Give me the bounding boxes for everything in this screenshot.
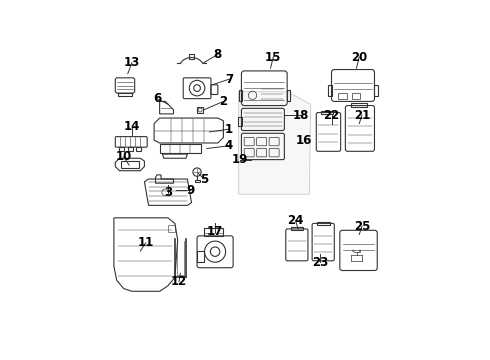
Text: 5: 5 bbox=[200, 172, 208, 185]
Text: 24: 24 bbox=[287, 214, 304, 227]
Polygon shape bbox=[239, 92, 311, 194]
Text: 25: 25 bbox=[354, 220, 370, 233]
Text: 19: 19 bbox=[232, 153, 248, 166]
Bar bbox=[120, 147, 124, 151]
Bar bbox=[287, 90, 290, 102]
Text: 6: 6 bbox=[153, 92, 161, 105]
Text: 9: 9 bbox=[186, 184, 194, 197]
Text: 22: 22 bbox=[323, 109, 340, 122]
Text: 7: 7 bbox=[225, 73, 233, 86]
Text: 3: 3 bbox=[164, 186, 172, 199]
Bar bbox=[374, 85, 377, 96]
Text: 20: 20 bbox=[351, 50, 368, 64]
Bar bbox=[189, 54, 194, 59]
Bar bbox=[204, 228, 223, 236]
Text: 18: 18 bbox=[293, 109, 309, 122]
Text: 8: 8 bbox=[214, 48, 222, 61]
Bar bbox=[328, 85, 332, 96]
Bar bbox=[121, 161, 139, 168]
Bar bbox=[197, 251, 204, 262]
Bar bbox=[238, 117, 242, 126]
Text: 23: 23 bbox=[312, 256, 329, 269]
Text: 14: 14 bbox=[124, 120, 140, 133]
Text: 17: 17 bbox=[207, 225, 223, 238]
Text: 4: 4 bbox=[225, 139, 233, 152]
Bar bbox=[351, 103, 367, 107]
Bar bbox=[321, 111, 334, 114]
Bar bbox=[291, 227, 303, 230]
Bar bbox=[317, 222, 330, 225]
Text: 13: 13 bbox=[124, 56, 140, 69]
Bar bbox=[195, 180, 199, 182]
Text: 1: 1 bbox=[225, 123, 233, 136]
Bar bbox=[339, 93, 347, 99]
Text: 10: 10 bbox=[116, 150, 132, 163]
Text: 2: 2 bbox=[220, 95, 227, 108]
Text: 12: 12 bbox=[171, 275, 187, 288]
Bar bbox=[239, 90, 242, 102]
Bar bbox=[136, 147, 141, 151]
Text: 21: 21 bbox=[354, 109, 370, 122]
Text: 15: 15 bbox=[265, 50, 281, 64]
Bar bbox=[197, 107, 203, 113]
Text: 11: 11 bbox=[138, 236, 154, 249]
Text: 16: 16 bbox=[295, 134, 312, 147]
Bar bbox=[352, 93, 360, 99]
Bar bbox=[128, 147, 133, 151]
